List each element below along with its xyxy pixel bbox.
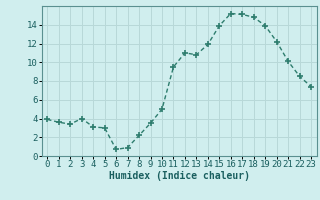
X-axis label: Humidex (Indice chaleur): Humidex (Indice chaleur)	[109, 171, 250, 181]
